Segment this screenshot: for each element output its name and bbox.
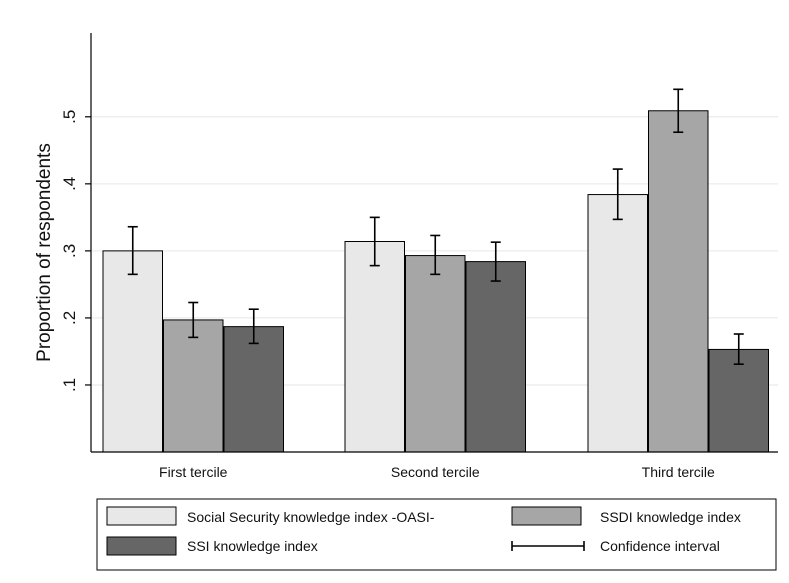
legend-swatch-0 [106,506,177,526]
y-tick-label-1: .2 [60,311,79,325]
error-bars [127,88,744,365]
legend-swatch-2 [106,536,177,556]
legend-box [96,498,777,571]
y-tick-label-0: .1 [60,378,79,392]
legend-swatch-1 [511,506,582,526]
axes: First tercile Second tercile Third tercile… [60,33,778,480]
bar-1-2 [465,261,526,453]
category-label-2: Third tercile [642,464,715,480]
legend: Social Security knowledge index -OASI- SS… [96,498,777,571]
y-tick-label-2: .3 [60,244,79,258]
legend-label-3: Confidence interval [600,538,720,554]
bar-0-0 [102,250,163,453]
category-label-1: Second tercile [391,464,480,480]
y-tick-label-4: .5 [60,110,79,124]
bar-2-1 [648,110,709,453]
legend-label-2: SSI knowledge index [187,538,318,554]
legend-label-0: Social Security knowledge index -OASI- [187,509,435,525]
bars [102,110,769,453]
bar-0-1 [163,319,224,453]
y-axis-title: Proportion of respondents [34,143,55,362]
category-label-0: First tercile [159,464,228,480]
bar-1-0 [344,240,405,453]
bar-2-0 [587,194,648,453]
legend-label-1: SSDI knowledge index [600,509,741,525]
bar-1-1 [405,255,466,453]
bar-0-2 [223,326,284,453]
y-tick-label-3: .4 [60,177,79,191]
